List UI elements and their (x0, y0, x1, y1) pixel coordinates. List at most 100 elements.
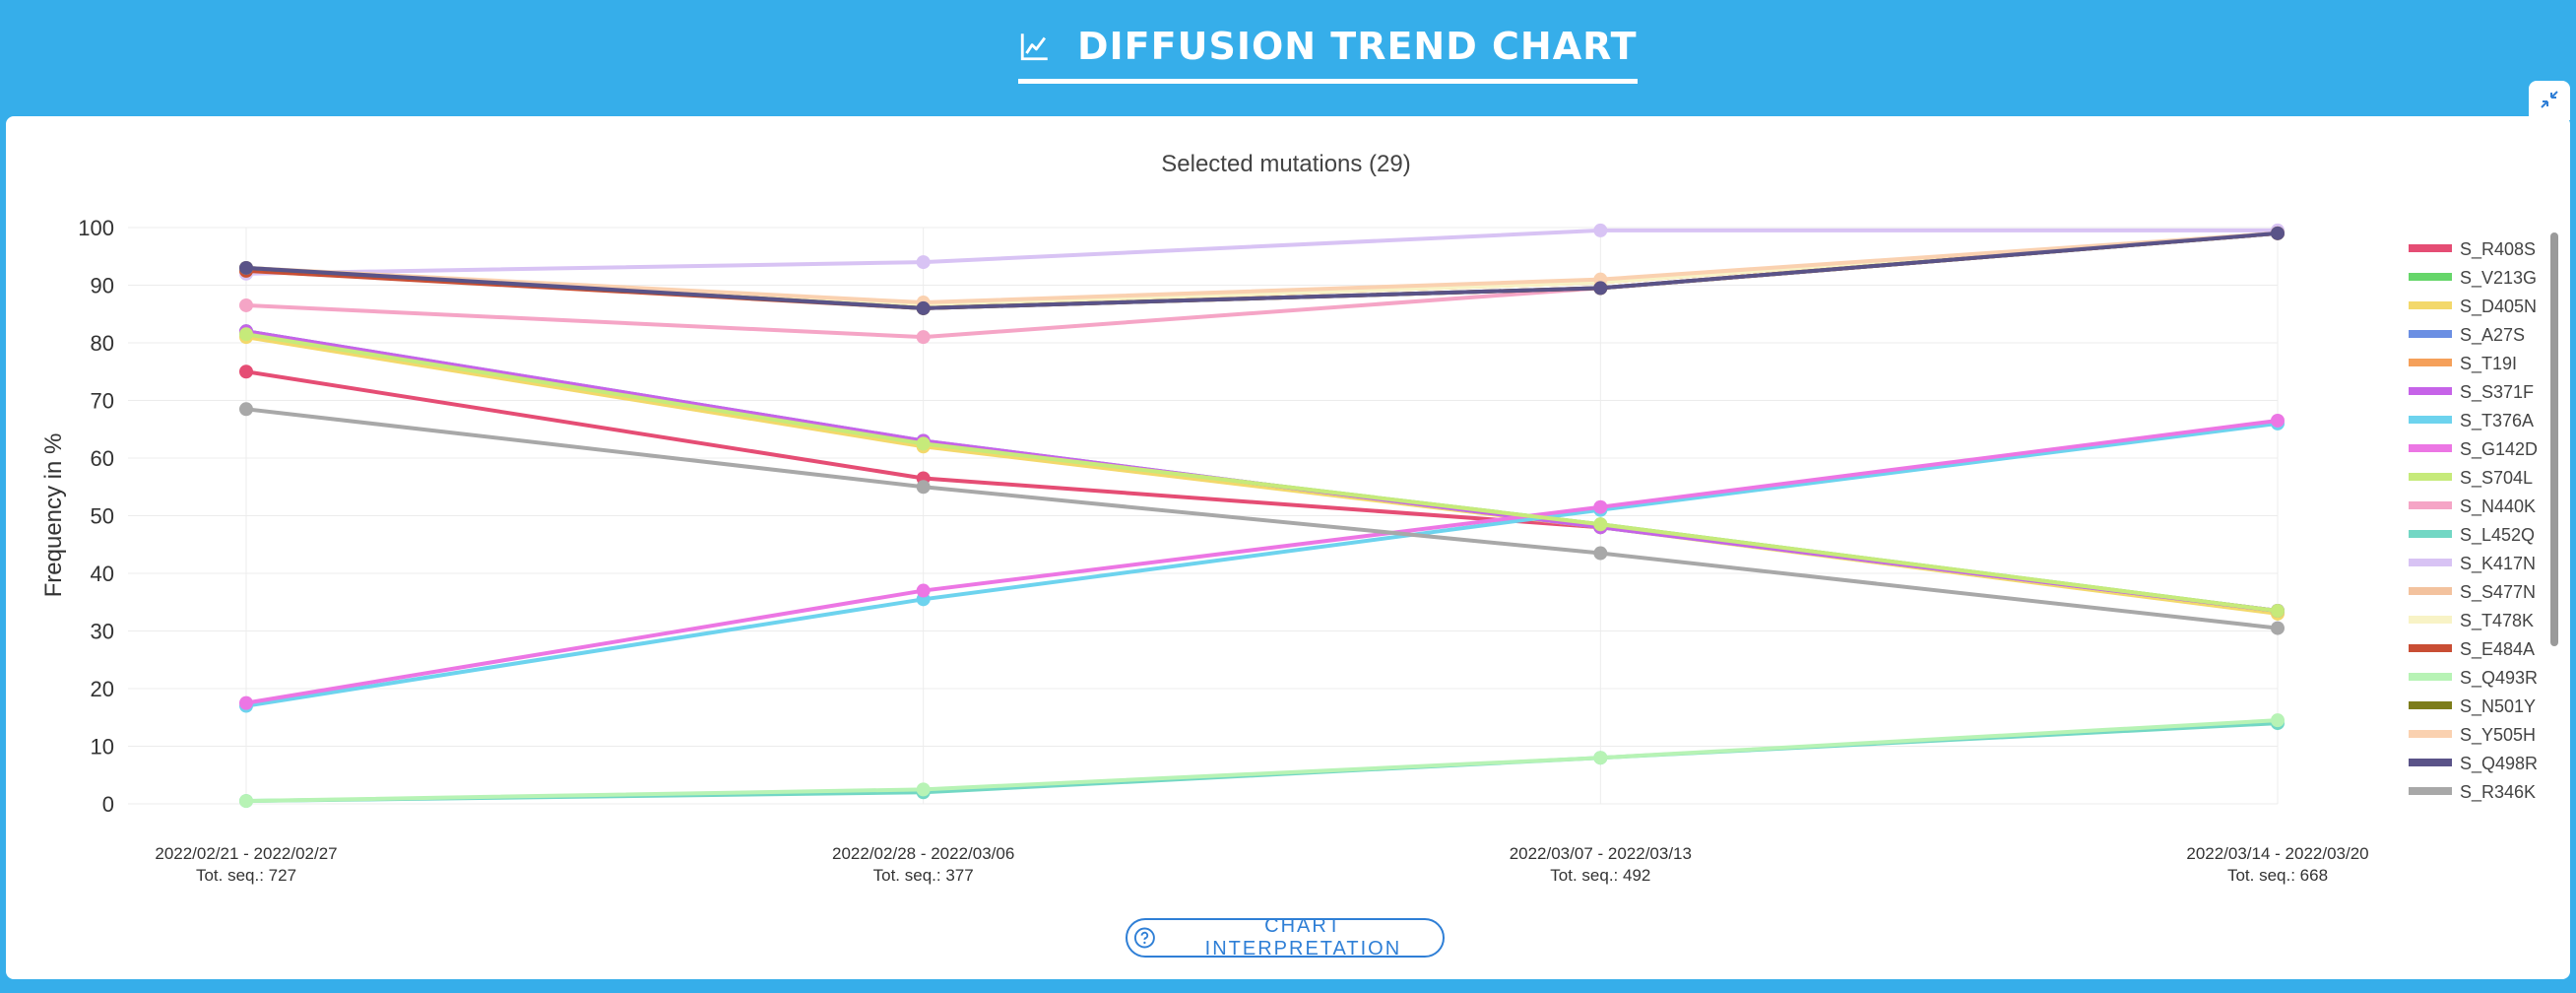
data-point[interactable] (916, 436, 931, 451)
legend-item[interactable]: S_V213G (2409, 268, 2537, 289)
legend-swatch (2409, 359, 2452, 366)
y-tick-label: 30 (91, 620, 114, 644)
series-s-d405n (239, 330, 2285, 621)
legend-item[interactable]: S_S704L (2409, 468, 2533, 489)
legend-item[interactable]: S_D405N (2409, 297, 2537, 317)
legend-label: S_V213G (2460, 268, 2537, 289)
data-point[interactable] (916, 300, 931, 315)
legend-item[interactable]: S_N440K (2409, 496, 2536, 517)
legend-swatch (2409, 501, 2452, 509)
data-point[interactable] (2271, 621, 2285, 635)
chart-title: Selected mutations (29) (1161, 151, 1410, 177)
data-point[interactable] (239, 327, 253, 342)
legend-label: S_T376A (2460, 411, 2534, 431)
legend-item[interactable]: S_E484A (2409, 639, 2535, 660)
legend-label: S_R346K (2460, 782, 2536, 803)
legend-item[interactable]: S_Y505H (2409, 725, 2536, 746)
line-chart-icon (1020, 33, 1048, 61)
chart-card: Selected mutations (29) 0 10 20 30 40 50 60 70 8… (6, 116, 2570, 979)
chart-interpretation-button[interactable]: CHART INTERPRETATION (1126, 915, 1445, 960)
legend-label: S_N501Y (2460, 696, 2536, 717)
legend-item[interactable]: S_S371F (2409, 382, 2534, 403)
y-tick-label: 40 (91, 562, 114, 586)
legend-swatch (2409, 330, 2452, 338)
data-point[interactable] (1593, 517, 1608, 532)
data-point[interactable] (1593, 499, 1608, 514)
legend-scrollbar[interactable] (2550, 232, 2558, 646)
series-s-g142d (239, 413, 2285, 710)
legend-item[interactable]: S_A27S (2409, 325, 2525, 346)
legend-item[interactable]: S_T478K (2409, 611, 2534, 631)
data-point[interactable] (239, 260, 253, 275)
series-line (245, 329, 2279, 614)
collapse-icon (2541, 91, 2558, 108)
y-tick-label: 50 (91, 504, 114, 529)
data-point[interactable] (1593, 751, 1608, 765)
question-circle-icon (1133, 927, 1155, 949)
legend-label: S_S704L (2460, 468, 2533, 489)
series-s-t376a (239, 416, 2285, 713)
legend-item[interactable]: S_Q493R (2409, 668, 2538, 689)
x-tick-label: 2022/02/28 - 2022/03/06 (832, 844, 1014, 863)
y-tick-label: 10 (91, 735, 114, 760)
y-tick-label: 90 (91, 274, 114, 298)
data-point[interactable] (239, 794, 253, 809)
legend-swatch (2409, 673, 2452, 681)
data-point[interactable] (1593, 546, 1608, 561)
data-point[interactable] (916, 255, 931, 270)
series-s-q493r (239, 713, 2285, 809)
data-point[interactable] (2271, 413, 2285, 428)
legend-swatch (2409, 473, 2452, 481)
series-s-n501y (239, 226, 2285, 315)
series-s-e484a (239, 226, 2285, 315)
x-tick-label: 2022/03/07 - 2022/03/13 (1510, 844, 1692, 863)
legend-item[interactable]: S_R346K (2409, 782, 2536, 803)
app-header: DIFFUSION TREND CHART (0, 0, 2576, 116)
data-point[interactable] (916, 330, 931, 345)
legend-swatch (2409, 587, 2452, 595)
legend-swatch (2409, 759, 2452, 766)
x-tick-label: Tot. seq.: 727 (196, 866, 296, 885)
legend-swatch (2409, 787, 2452, 795)
data-point[interactable] (1593, 223, 1608, 237)
series-s-r346k (239, 402, 2285, 635)
data-point[interactable] (916, 782, 931, 797)
data-point[interactable] (916, 480, 931, 495)
legend-item[interactable]: S_L452Q (2409, 525, 2535, 546)
legend-item[interactable]: S_T19I (2409, 354, 2517, 374)
legend-label: S_E484A (2460, 639, 2535, 660)
legend-swatch (2409, 559, 2452, 566)
data-point[interactable] (239, 364, 253, 379)
data-point[interactable] (2271, 713, 2285, 728)
y-tick-label: 60 (91, 446, 114, 471)
legend-item[interactable]: S_R408S (2409, 239, 2536, 260)
legend-label: S_K417N (2460, 554, 2536, 574)
legend-swatch (2409, 387, 2452, 395)
legend-item[interactable]: S_K417N (2409, 554, 2536, 574)
series-line (245, 421, 2279, 708)
x-tick-label: Tot. seq.: 668 (2227, 866, 2328, 885)
data-point[interactable] (2271, 604, 2285, 619)
data-point[interactable] (2271, 226, 2285, 240)
collapse-button[interactable] (2529, 81, 2570, 120)
legend-label: S_D405N (2460, 297, 2537, 317)
data-point[interactable] (1593, 281, 1608, 296)
chart-interpretation-label: CHART INTERPRETATION (1204, 915, 1402, 960)
legend-swatch (2409, 530, 2452, 538)
legend-item[interactable]: S_N501Y (2409, 696, 2536, 717)
legend-item[interactable]: S_Q498R (2409, 754, 2538, 774)
data-point[interactable] (239, 695, 253, 710)
data-point[interactable] (916, 583, 931, 598)
y-tick-label: 100 (78, 216, 114, 240)
page-title-text: DIFFUSION TREND CHART (1077, 25, 1638, 68)
data-point[interactable] (239, 298, 253, 312)
chart: Selected mutations (29) 0 10 20 30 40 50 60 70 8… (40, 151, 2538, 885)
legend-label: S_T19I (2460, 354, 2517, 374)
series-line (245, 418, 2279, 705)
legend-item[interactable]: S_G142D (2409, 439, 2538, 460)
legend-swatch (2409, 244, 2452, 252)
series-line (245, 231, 2279, 310)
legend-item[interactable]: S_T376A (2409, 411, 2534, 431)
data-point[interactable] (239, 402, 253, 417)
legend-item[interactable]: S_S477N (2409, 582, 2536, 603)
